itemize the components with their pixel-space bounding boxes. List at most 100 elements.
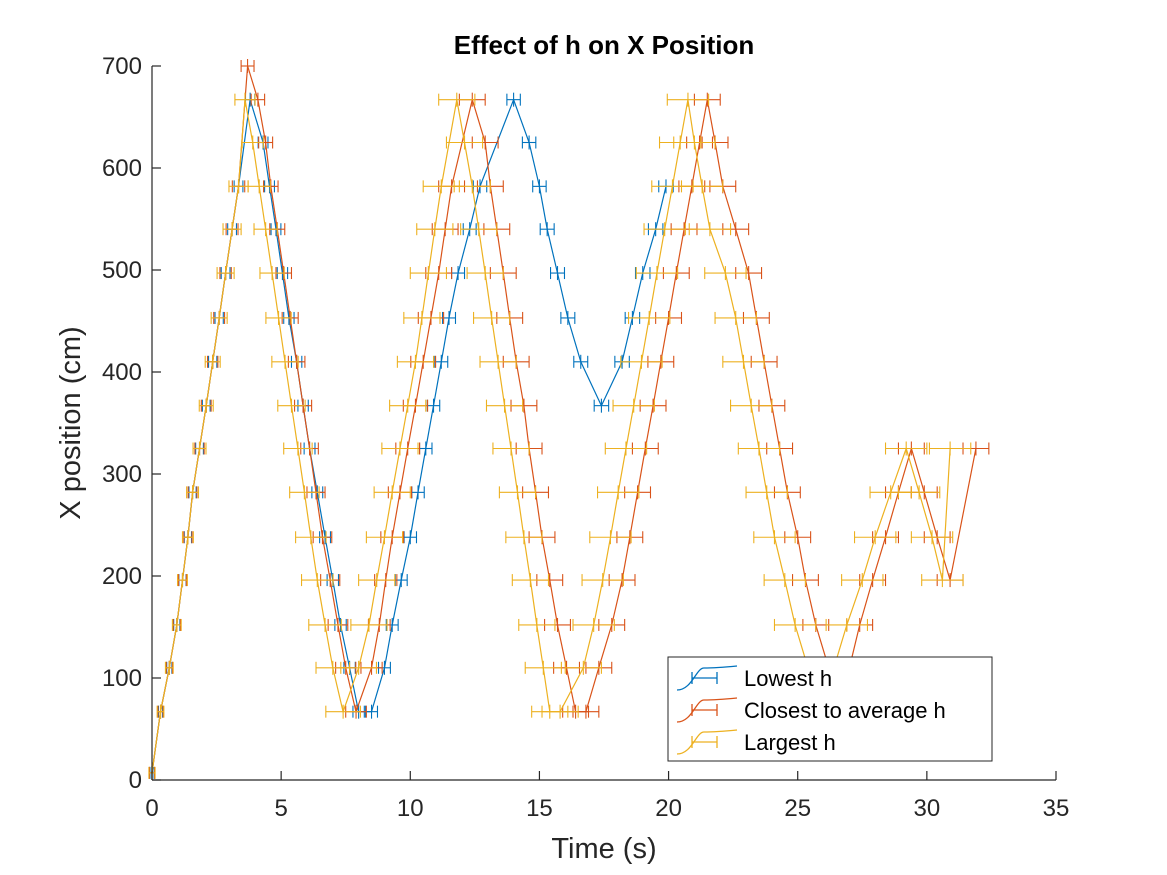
data-point	[438, 92, 476, 107]
data-point	[181, 530, 194, 545]
data-point	[358, 573, 396, 588]
legend-swatch-largest-h	[676, 729, 738, 755]
data-point	[460, 222, 498, 237]
x-tick-label: 10	[397, 795, 424, 822]
data-point	[389, 398, 427, 413]
y-tick-label: 0	[129, 767, 142, 794]
y-tick-label: 500	[102, 257, 142, 284]
data-point	[409, 266, 447, 281]
y-ticks: 0 100 200 300 400 500 600 700	[102, 53, 161, 794]
legend-swatch-lowest-h	[676, 665, 738, 691]
data-point	[192, 441, 207, 456]
data-point	[265, 310, 292, 325]
data-point	[910, 530, 954, 545]
data-point	[466, 266, 504, 281]
data-point	[593, 398, 610, 413]
legend: Lowest h Closest to average h Largest h	[667, 656, 993, 762]
data-point	[247, 179, 271, 194]
data-point	[253, 222, 278, 237]
data-point	[177, 573, 188, 588]
data-point	[620, 354, 663, 369]
data-point	[627, 310, 671, 325]
data-point	[897, 485, 941, 500]
data-point	[300, 573, 334, 588]
data-point	[753, 530, 796, 545]
data-point	[928, 441, 972, 456]
data-point	[381, 441, 419, 456]
axes-layer	[151, 66, 1056, 781]
data-point	[688, 222, 732, 237]
data-point	[722, 354, 765, 369]
legend-swatch-closest-to-average-h	[676, 697, 738, 723]
x-axis-label: Time (s)	[551, 833, 656, 865]
data-point	[216, 266, 235, 281]
y-tick-label: 300	[102, 461, 142, 488]
data-point	[532, 179, 547, 194]
y-tick-label: 600	[102, 155, 142, 182]
data-point	[259, 266, 285, 281]
data-point	[666, 92, 710, 107]
data-point	[289, 485, 320, 500]
y-tick-label: 400	[102, 359, 142, 386]
data-point	[572, 617, 615, 632]
data-point	[763, 573, 807, 588]
data-point	[539, 222, 555, 237]
data-point	[730, 398, 773, 413]
data-point	[365, 530, 404, 545]
chart-title: Effect of h on X Position	[454, 30, 754, 60]
data-point	[524, 660, 562, 675]
data-point	[581, 573, 624, 588]
x-tick-label: 5	[274, 795, 287, 822]
data-point	[635, 266, 679, 281]
legend-box	[667, 656, 993, 762]
x-tick-label: 30	[914, 795, 941, 822]
data-point	[560, 310, 576, 325]
data-point	[825, 617, 869, 632]
y-tick-label: 100	[102, 665, 142, 692]
data-point	[241, 135, 264, 150]
data-point	[453, 179, 491, 194]
x-tick-label: 20	[655, 795, 682, 822]
data-point	[373, 485, 411, 500]
legend-label-largest-h: Largest h	[744, 730, 836, 755]
y-tick-label: 700	[102, 53, 142, 80]
data-point	[505, 530, 543, 545]
data-point	[745, 485, 788, 500]
data-point	[340, 660, 378, 675]
y-tick-label: 200	[102, 563, 142, 590]
data-point	[921, 573, 964, 588]
legend-label-lowest-h: Lowest h	[744, 666, 832, 691]
data-point	[277, 398, 306, 413]
data-point	[485, 398, 524, 413]
legend-entry-closest-to-average-h: Closest to average h	[676, 697, 946, 723]
x-tick-label: 35	[1043, 795, 1070, 822]
data-point	[283, 441, 313, 456]
x-tick-label: 15	[526, 795, 553, 822]
data-point	[198, 398, 214, 413]
data-point	[518, 617, 556, 632]
data-point	[564, 660, 602, 675]
data-point	[573, 354, 589, 369]
data-point	[222, 222, 242, 237]
data-point	[473, 310, 511, 325]
data-point	[240, 59, 255, 73]
data-point	[589, 530, 632, 545]
data-point	[403, 310, 441, 325]
series-layer	[148, 59, 990, 780]
data-point	[841, 573, 884, 588]
data-point	[210, 310, 228, 325]
x-tick-label: 0	[145, 795, 158, 822]
data-point	[234, 92, 256, 107]
data-point	[416, 222, 454, 237]
data-point	[156, 704, 165, 719]
data-point	[498, 485, 537, 500]
data-point	[171, 617, 182, 632]
data-point	[186, 485, 200, 500]
data-point	[680, 179, 724, 194]
data-point	[604, 441, 648, 456]
x-ticks: 0 5 10 15 20 25 30 35	[145, 771, 1069, 822]
series-largest-h	[148, 92, 972, 780]
data-point	[396, 354, 435, 369]
data-point	[350, 617, 388, 632]
